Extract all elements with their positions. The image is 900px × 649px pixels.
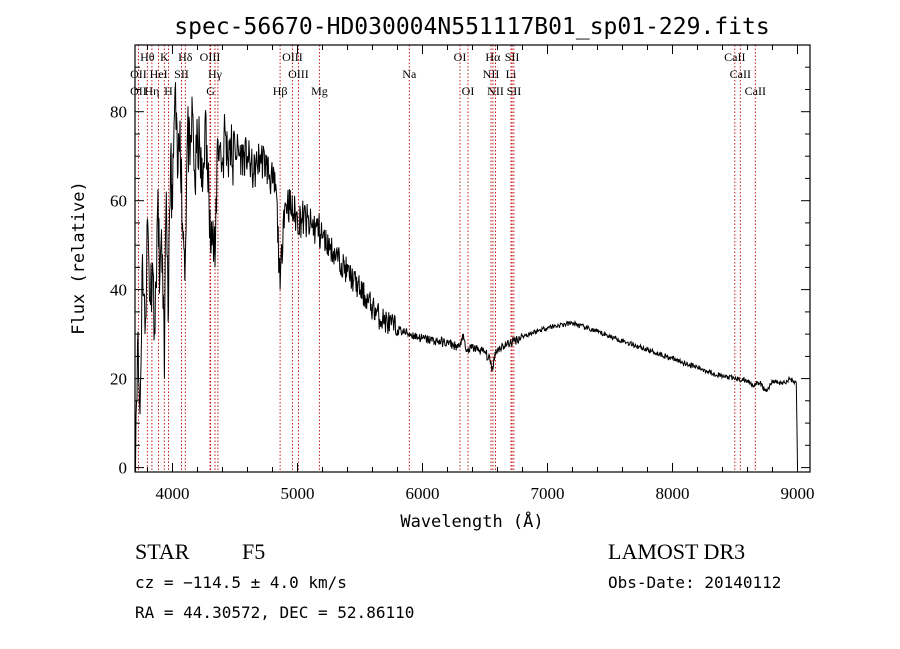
line-label: NII <box>487 84 504 98</box>
y-tick-label: 80 <box>110 103 127 122</box>
y-axis-label: Flux (relative) <box>69 181 89 335</box>
line-label: OI <box>462 84 475 98</box>
line-label: Hθ <box>140 50 155 64</box>
line-label: Hη <box>144 84 159 98</box>
line-label: OI <box>454 50 467 64</box>
line-label: OIII <box>200 50 221 64</box>
survey-name: LAMOST DR3 <box>608 539 746 564</box>
flux-line <box>134 82 798 472</box>
line-label: K <box>160 50 169 64</box>
y-tick-label: 20 <box>110 370 127 389</box>
coordinates: RA = 44.30572, DEC = 52.86110 <box>135 603 415 622</box>
y-tick-label: 40 <box>110 281 127 300</box>
y-axis: 0 20 40 60 80 <box>110 66 810 478</box>
line-label: OIII <box>282 50 303 64</box>
line-label: CaII <box>730 67 751 81</box>
line-label: Hγ <box>208 67 223 81</box>
emission-line-labels: Hθ K Hδ OIII OIII OI Hα SII CaII OII HeI SII Hγ OIII N… <box>130 50 766 98</box>
line-label: SII <box>174 67 189 81</box>
y-tick-label: 0 <box>119 459 128 478</box>
emission-line-markers <box>137 45 756 472</box>
line-label: SII <box>507 84 522 98</box>
line-label: Hα <box>485 50 501 64</box>
line-label: CaII <box>745 84 766 98</box>
x-tick-label: 5000 <box>281 484 315 503</box>
line-label: CaII <box>724 50 745 64</box>
x-axis: 4000 5000 6000 7000 8000 9000 <box>147 45 815 503</box>
line-label: Hδ <box>178 50 193 64</box>
flux-series <box>134 82 798 472</box>
object-class: STAR <box>135 539 190 564</box>
line-label: Li <box>506 67 517 81</box>
line-label: H <box>164 84 173 98</box>
observation-date: Obs-Date: 20140112 <box>608 573 782 592</box>
line-label: Hβ <box>273 84 288 98</box>
line-label: OII <box>130 84 147 98</box>
y-tick-label: 60 <box>110 192 127 211</box>
x-tick-label: 7000 <box>531 484 565 503</box>
line-label: Na <box>402 67 417 81</box>
object-subclass: F5 <box>242 539 266 564</box>
redshift-velocity: cz = −114.5 ± 4.0 km/s <box>135 573 347 592</box>
line-label: Mg <box>311 84 328 98</box>
x-axis-label: Wavelength (Å) <box>400 510 543 532</box>
line-label: NII <box>483 67 500 81</box>
chart-title: spec-56670-HD030004N551117B01_sp01-229.f… <box>174 14 769 40</box>
plot-frame <box>134 44 811 473</box>
line-label: OIII <box>288 67 309 81</box>
x-tick-label: 9000 <box>781 484 815 503</box>
x-tick-label: 8000 <box>656 484 690 503</box>
line-label: G <box>206 84 215 98</box>
x-tick-label: 6000 <box>406 484 440 503</box>
line-label: HeI <box>150 67 168 81</box>
x-tick-label: 4000 <box>156 484 190 503</box>
line-label: SII <box>505 50 520 64</box>
line-label: OII <box>130 67 147 81</box>
